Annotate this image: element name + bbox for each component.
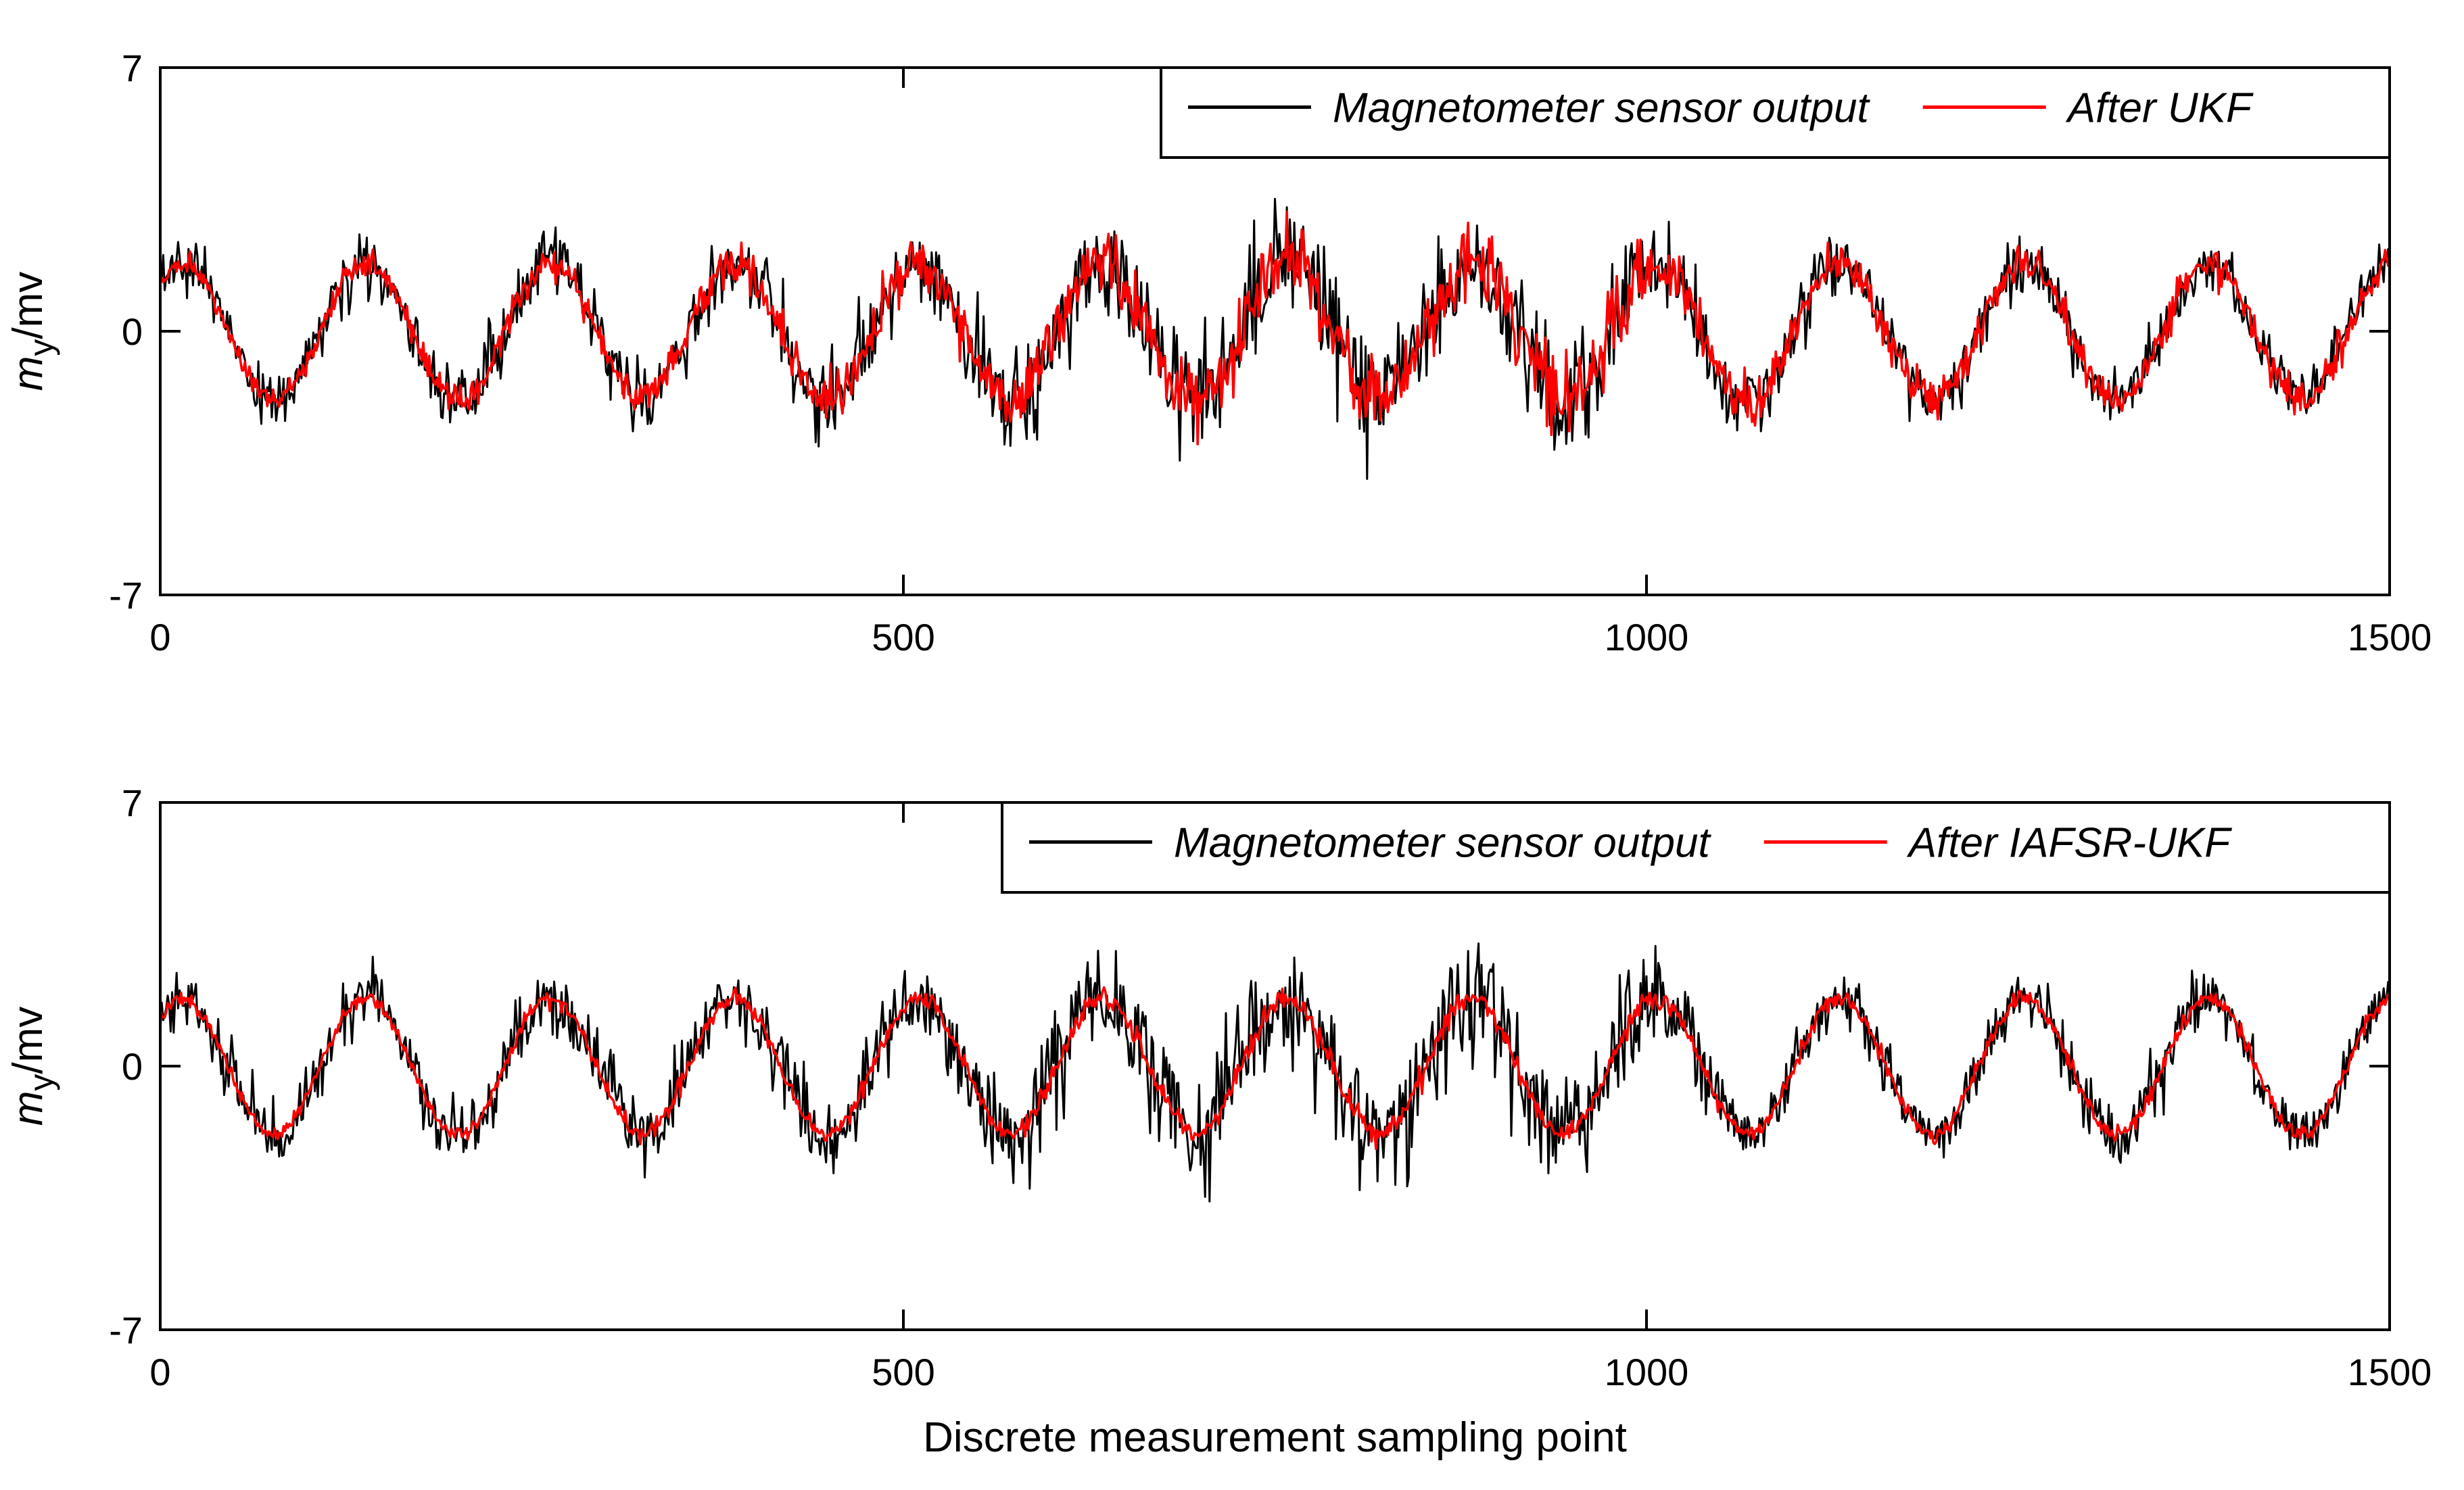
series-line-sensor-output [160, 197, 2390, 480]
x-tick-label: 500 [872, 1351, 934, 1393]
y-axis-label-subscript: y [22, 339, 60, 356]
y-tick-label: 7 [122, 47, 143, 89]
x-tick-label: 0 [149, 1351, 170, 1393]
y-tick-label: 7 [122, 782, 143, 824]
x-axis-label: Discrete measurement sampling point [923, 1414, 1627, 1461]
x-tick-label: 1000 [1605, 616, 1689, 658]
y-axis-label-symbol: m [5, 1091, 51, 1126]
series-line-filtered-output [160, 210, 2390, 446]
y-axis-label-unit: /mv [5, 1007, 51, 1074]
y-tick-label: -7 [109, 1309, 143, 1351]
y-axis-label-unit: /mv [5, 272, 51, 339]
y-axis-label: my/mv [5, 1007, 60, 1126]
series-line-filtered-output [160, 986, 2390, 1151]
legend-label-2: After IAFSR-UKF [1906, 820, 2233, 867]
x-tick-label: 500 [872, 616, 934, 658]
y-axis-label: my/mv [5, 272, 60, 391]
x-tick-label: 0 [149, 616, 170, 658]
y-tick-label: 0 [122, 1045, 143, 1088]
x-tick-label: 1500 [2348, 1351, 2432, 1393]
legend-box [1160, 66, 2391, 159]
x-tick-label: 1000 [1605, 1351, 1689, 1393]
legend: Magnetometer sensor output After IAFSR-UK… [1001, 801, 2391, 894]
y-axis-label-symbol: m [5, 356, 51, 391]
legend-label-1: Magnetometer sensor output [1333, 85, 1870, 132]
y-tick-label: 0 [122, 310, 143, 353]
series-group [160, 197, 2390, 480]
y-tick-label: -7 [109, 574, 143, 617]
legend: Magnetometer sensor output After UKF [1160, 66, 2391, 159]
y-axis-label-subscript: y [22, 1074, 60, 1091]
legend-box [1001, 801, 2391, 894]
legend-label-2: After UKF [2065, 85, 2254, 132]
x-tick-label: 1500 [2348, 616, 2432, 658]
legend-label-1: Magnetometer sensor output [1174, 820, 1711, 867]
series-group [160, 942, 2390, 1203]
